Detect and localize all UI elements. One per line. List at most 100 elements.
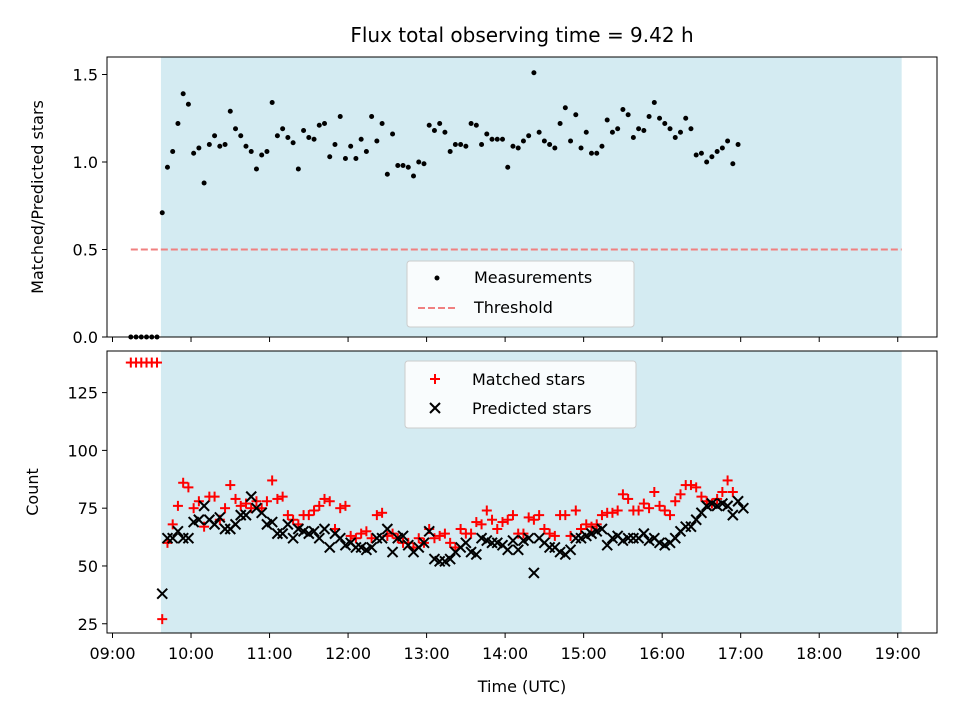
matched-point xyxy=(607,507,618,518)
predicted-point xyxy=(371,532,383,544)
predicted-point xyxy=(313,532,325,544)
matched-point xyxy=(188,503,199,514)
measurement-point xyxy=(662,121,668,126)
measurement-point xyxy=(253,166,259,172)
predicted-point xyxy=(543,541,556,554)
measurement-point xyxy=(227,108,233,114)
predicted-point xyxy=(229,518,242,531)
measurement-point xyxy=(657,115,663,121)
predicted-point xyxy=(161,532,174,544)
predicted-point xyxy=(235,509,247,521)
measurement-point xyxy=(677,129,683,135)
top-panel: 0.0 0.5 1.0 1.5 Matched/Predicted stars Mea… xyxy=(28,56,938,347)
predicted-point xyxy=(208,518,221,531)
measurement-point xyxy=(264,149,270,154)
predicted-point xyxy=(386,546,399,558)
measurement-point xyxy=(185,101,191,107)
matched-point xyxy=(230,493,241,504)
matched-point xyxy=(685,480,696,491)
legend-measurements-marker xyxy=(434,275,440,281)
measurement-point xyxy=(599,143,605,149)
predicted-point xyxy=(727,509,739,521)
matched-point xyxy=(277,491,288,502)
measurement-point xyxy=(322,121,328,126)
matched-point xyxy=(560,510,571,521)
measurement-point xyxy=(510,143,516,149)
matched-point xyxy=(507,510,518,521)
measurement-point xyxy=(578,145,584,151)
predicted-point xyxy=(423,525,435,538)
x-tick-label: 14:00 xyxy=(482,644,528,663)
matched-point xyxy=(502,514,513,525)
measurement-point xyxy=(353,156,359,161)
measurement-point xyxy=(421,161,427,167)
matched-point xyxy=(235,500,246,511)
matched-point xyxy=(534,510,545,521)
matched-point xyxy=(539,523,550,534)
predicted-point xyxy=(402,539,414,551)
measurement-point xyxy=(568,138,574,144)
x-axis-label: Time (UTC) xyxy=(477,677,566,696)
predicted-point xyxy=(627,532,640,544)
matched-point xyxy=(335,503,346,514)
predicted-point xyxy=(255,507,268,519)
matched-point xyxy=(319,493,330,504)
predicted-point xyxy=(271,527,284,540)
matched-point xyxy=(691,482,702,493)
predicted-point xyxy=(570,532,582,544)
predicted-point xyxy=(507,534,519,547)
measurement-point xyxy=(358,136,364,142)
measurement-point xyxy=(520,138,526,144)
measurement-point xyxy=(390,131,396,137)
measurement-point xyxy=(709,154,715,160)
matched-point xyxy=(649,487,660,497)
predicted-point xyxy=(276,527,289,540)
measurement-point xyxy=(730,161,736,167)
predicted-point xyxy=(522,532,535,544)
predicted-point xyxy=(470,548,483,561)
measurement-point xyxy=(379,121,385,126)
measurement-point xyxy=(641,128,647,133)
matched-point xyxy=(183,482,194,493)
predicted-point xyxy=(156,587,168,600)
predicted-point xyxy=(564,544,577,556)
measurement-point xyxy=(573,112,579,118)
predicted-point xyxy=(397,530,409,542)
measurement-point xyxy=(295,166,301,172)
predicted-point xyxy=(721,500,734,512)
predicted-point xyxy=(166,532,179,544)
predicted-point xyxy=(177,532,189,544)
measurement-point xyxy=(505,164,511,170)
predicted-point xyxy=(245,490,257,503)
predicted-point xyxy=(444,553,456,565)
matched-point xyxy=(727,487,738,497)
predicted-point xyxy=(308,525,320,538)
top-marks xyxy=(128,70,902,340)
measurement-point xyxy=(683,115,689,121)
predicted-point xyxy=(182,532,195,544)
measurement-point xyxy=(384,171,390,177)
measurement-point xyxy=(327,154,333,160)
measurement-point xyxy=(594,150,600,156)
matched-point xyxy=(151,357,162,368)
predicted-point xyxy=(365,541,378,554)
measurement-point xyxy=(206,142,212,147)
bottom-legend: Matched stars Predicted stars xyxy=(404,360,637,429)
matched-point xyxy=(476,519,487,530)
matched-point xyxy=(314,500,325,511)
measurement-point xyxy=(557,121,563,126)
predicted-point xyxy=(324,541,336,554)
measurement-point xyxy=(196,145,202,151)
measurement-point xyxy=(693,152,699,158)
measurement-point xyxy=(311,136,317,142)
measurement-point xyxy=(180,91,186,97)
measurement-point xyxy=(437,121,443,126)
predicted-point xyxy=(198,500,210,512)
y-tick-label: 125 xyxy=(67,384,98,403)
predicted-point xyxy=(219,523,231,535)
matched-point xyxy=(246,503,257,514)
matched-point xyxy=(356,528,367,539)
measurement-point xyxy=(562,105,568,111)
measurement-point xyxy=(285,135,291,140)
predicted-point xyxy=(512,544,524,556)
